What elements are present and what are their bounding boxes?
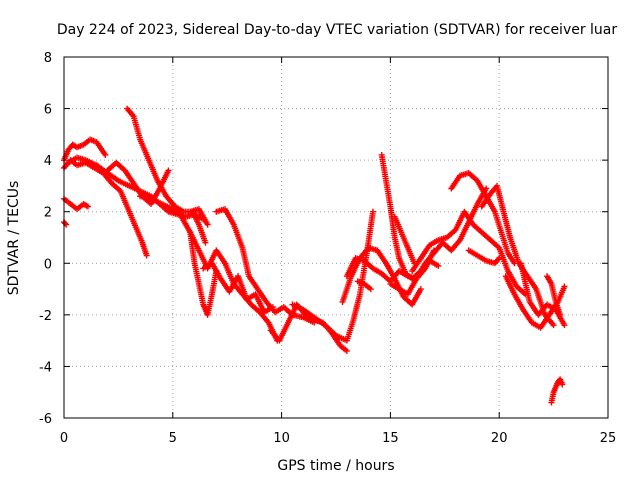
y-tick-label: 6 xyxy=(44,103,52,118)
data-point xyxy=(435,262,442,269)
y-tick-label: 0 xyxy=(44,257,52,272)
series-track xyxy=(61,195,91,213)
series-track xyxy=(124,105,209,246)
y-tick-label: 2 xyxy=(44,206,52,221)
data-point xyxy=(202,239,209,246)
series-track xyxy=(465,247,503,267)
series-track xyxy=(354,278,374,293)
data-point xyxy=(495,256,502,263)
data-point xyxy=(369,208,376,215)
data-point xyxy=(204,221,211,228)
series-track xyxy=(502,273,568,331)
y-tick-label: 8 xyxy=(44,51,52,66)
data-point xyxy=(496,255,503,262)
plot-frame xyxy=(63,56,609,419)
series-track xyxy=(187,229,220,318)
chart-title: Day 224 of 2023, Sidereal Day-to-day VTE… xyxy=(57,22,618,38)
data-point xyxy=(561,283,568,290)
x-axis-label: GPS time / hours xyxy=(277,458,394,474)
x-tick-label: 25 xyxy=(600,431,617,446)
y-tick-label: -2 xyxy=(39,309,52,324)
series-track xyxy=(339,244,424,308)
data-point xyxy=(269,304,276,311)
series-track xyxy=(548,376,566,406)
y-tick-label: -4 xyxy=(39,360,52,375)
data-point xyxy=(559,381,566,388)
data-points xyxy=(61,105,568,406)
x-tick-label: 5 xyxy=(169,431,177,446)
series-track xyxy=(61,157,150,259)
series-track xyxy=(378,151,442,282)
data-point xyxy=(165,167,172,174)
y-tick-label: 4 xyxy=(44,154,52,169)
data-point xyxy=(557,311,564,318)
y-tick-label: -6 xyxy=(39,412,52,427)
data-point xyxy=(343,347,350,354)
data-point xyxy=(417,286,424,293)
data-point xyxy=(102,151,109,158)
y-axis-label: SDTVAR / TECUs xyxy=(6,181,22,296)
data-point xyxy=(561,322,568,329)
x-tick-label: 15 xyxy=(382,431,399,446)
grid-lines xyxy=(64,57,608,418)
data-point xyxy=(367,286,374,293)
x-tick-label: 20 xyxy=(491,431,508,446)
series-track xyxy=(137,193,211,228)
series-track xyxy=(169,200,281,344)
series-track xyxy=(61,136,109,164)
series-track xyxy=(409,208,529,298)
data-point xyxy=(143,252,150,259)
x-tick-label: 0 xyxy=(60,431,68,446)
data-point xyxy=(62,220,69,227)
series-track xyxy=(200,260,276,316)
series-track xyxy=(391,213,418,267)
x-tick-label: 10 xyxy=(273,431,290,446)
data-point xyxy=(550,322,557,329)
data-point xyxy=(84,203,91,210)
series-track xyxy=(544,273,564,318)
series-track xyxy=(289,208,376,344)
series-track xyxy=(61,219,70,228)
